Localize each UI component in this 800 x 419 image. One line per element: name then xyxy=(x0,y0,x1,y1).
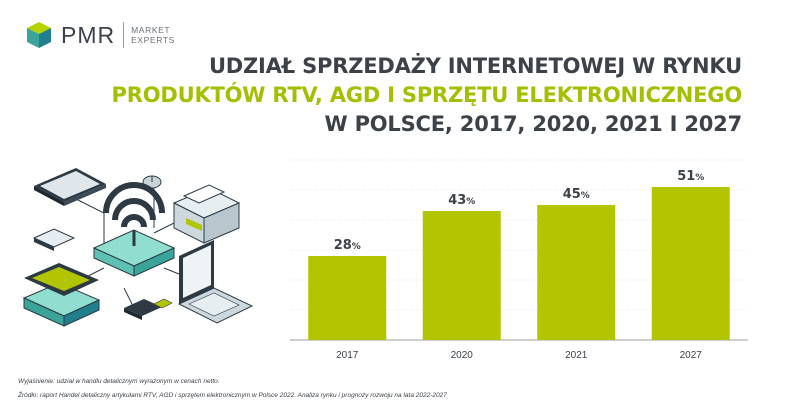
title-line-3: W POLSCE, 2017, 2020, 2021 I 2027 xyxy=(324,112,743,136)
page-title: UDZIAŁ SPRZEDAŻY INTERNETOWEJ W RYNKU PR… xyxy=(111,52,743,139)
router-icon xyxy=(92,182,176,277)
footnote-explanation: Wyjaśnienie: udział w handlu detalicznym… xyxy=(18,378,220,385)
data-label-2021: 45% xyxy=(563,187,590,202)
data-label-2027: 51% xyxy=(677,169,704,184)
data-label-2020: 43% xyxy=(448,193,475,208)
printer-icon xyxy=(172,184,241,244)
laptop-icon xyxy=(177,240,254,324)
footnote-source: Źródło: raport Handel detaliczny artykuł… xyxy=(18,392,447,399)
logo: PMR MARKET EXPERTS xyxy=(24,20,175,50)
usb-stick-icon xyxy=(124,298,173,320)
x-tick-label-2027: 2027 xyxy=(680,350,703,361)
title-line-2: PRODUKTÓW RTV, AGD I SPRZĘTU ELEKTRONICZ… xyxy=(111,83,743,107)
electronics-illustration xyxy=(22,168,254,327)
pmr-cube-icon xyxy=(27,22,51,48)
title-line-1: UDZIAŁ SPRZEDAŻY INTERNETOWEJ W RYNKU xyxy=(208,54,742,78)
data-label-2017: 28% xyxy=(334,238,361,253)
logo-name: PMR xyxy=(61,21,116,48)
server-icon xyxy=(22,263,101,327)
bar-2021 xyxy=(537,205,616,340)
x-tick-label-2017: 2017 xyxy=(336,350,359,361)
bar-2020 xyxy=(422,211,501,340)
logo-subtitle: MARKET EXPERTS xyxy=(131,25,175,45)
bar-2027 xyxy=(651,187,730,340)
x-tick-label-2020: 2020 xyxy=(451,350,474,361)
logo-sub-line1: MARKET xyxy=(131,25,171,35)
tablet-icon xyxy=(34,168,106,206)
x-tick-label-2021: 2021 xyxy=(565,350,588,361)
bar-2017 xyxy=(308,256,387,340)
logo-divider xyxy=(123,22,125,48)
logo-sub-line2: EXPERTS xyxy=(131,35,175,45)
keypad-icon xyxy=(32,228,76,251)
